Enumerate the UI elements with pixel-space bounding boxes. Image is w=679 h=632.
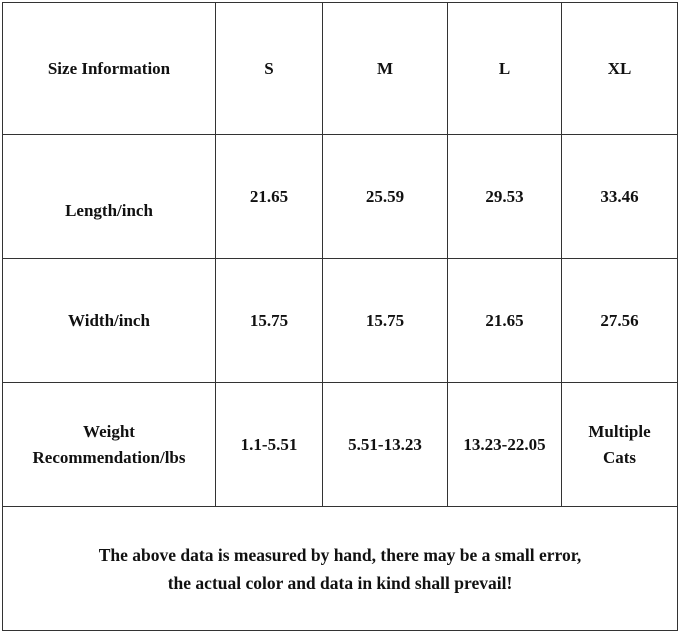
- cell-l: 21.65: [447, 258, 562, 383]
- row-label: Length/inch: [2, 134, 216, 259]
- measurement-note: The above data is measured by hand, ther…: [2, 506, 678, 631]
- cell-m: 25.59: [322, 134, 448, 259]
- row-label: Width/inch: [2, 258, 216, 383]
- table-row-length: Length/inch 21.65 25.59 29.53 33.46: [2, 134, 678, 259]
- note-line: the actual color and data in kind shall …: [167, 572, 513, 593]
- cell-line: Cats: [602, 447, 637, 467]
- cell-m: 15.75: [322, 258, 448, 383]
- header-s: S: [215, 2, 323, 135]
- table-row-weight: Weight Recommendation/lbs 1.1-5.51 5.51-1…: [2, 382, 678, 507]
- cell-xl: 27.56: [561, 258, 678, 383]
- length-label: Length/inch: [65, 200, 153, 220]
- header-size-information: Size Information: [2, 2, 216, 135]
- label-line: Recommendation/lbs: [32, 447, 186, 467]
- label-line: Weight: [83, 421, 135, 441]
- cell-s: 1.1-5.51: [215, 382, 323, 507]
- header-l: L: [447, 2, 562, 135]
- header-row: Size Information S M L XL: [2, 2, 678, 135]
- row-label: Weight Recommendation/lbs: [2, 382, 216, 507]
- table-row-width: Width/inch 15.75 15.75 21.65 27.56: [2, 258, 678, 383]
- cell-s: 21.65: [215, 134, 323, 259]
- cell-m: 5.51-13.23: [322, 382, 448, 507]
- cell-l: 29.53: [447, 134, 562, 259]
- cell-xl: Multiple Cats: [561, 382, 678, 507]
- cell-xl: 33.46: [561, 134, 678, 259]
- cell-l: 13.23-22.05: [447, 382, 562, 507]
- cell-s: 15.75: [215, 258, 323, 383]
- header-xl: XL: [561, 2, 678, 135]
- cell-line: Multiple: [588, 421, 651, 441]
- note-line: The above data is measured by hand, ther…: [98, 544, 582, 565]
- header-m: M: [322, 2, 448, 135]
- note-row: The above data is measured by hand, ther…: [2, 506, 678, 631]
